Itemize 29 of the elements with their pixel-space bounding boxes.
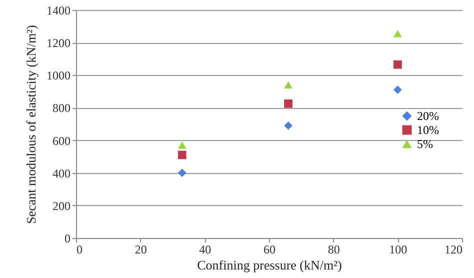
y-tick-label: 200 — [52, 198, 70, 213]
x-tick-label: 80 — [328, 242, 340, 256]
x-tick-label: 120 — [444, 242, 462, 256]
y-tick-label: 600 — [52, 134, 70, 148]
legend-label: 5% — [417, 137, 433, 151]
y-tick-label: 1000 — [46, 68, 70, 83]
point — [393, 60, 402, 69]
legend-label: 10% — [417, 123, 439, 137]
point — [284, 99, 292, 108]
point — [178, 150, 186, 160]
point — [284, 121, 292, 130]
y-tick-label: 1400 — [46, 4, 70, 18]
point — [393, 86, 402, 94]
y-axis-title: Secant modulous of elasticity (kN/m²) — [24, 25, 38, 224]
point — [178, 142, 186, 149]
point — [178, 168, 186, 178]
point — [393, 30, 402, 38]
point — [284, 81, 292, 89]
x-axis-title: Confining pressure (kN/m²) — [197, 258, 342, 272]
y-tick-label: 1200 — [46, 36, 70, 50]
x-tick-label: 40 — [199, 242, 212, 256]
x-tick-label: 60 — [264, 242, 276, 256]
x-tick-label: 20 — [134, 242, 147, 256]
legend-label: 20% — [417, 109, 439, 123]
y-tick-label: 0 — [64, 232, 70, 246]
y-tick-label: 400 — [52, 166, 70, 180]
x-tick-label: 100 — [389, 242, 408, 256]
y-tick-label: 800 — [52, 101, 70, 116]
x-tick-label: 0 — [76, 242, 82, 256]
